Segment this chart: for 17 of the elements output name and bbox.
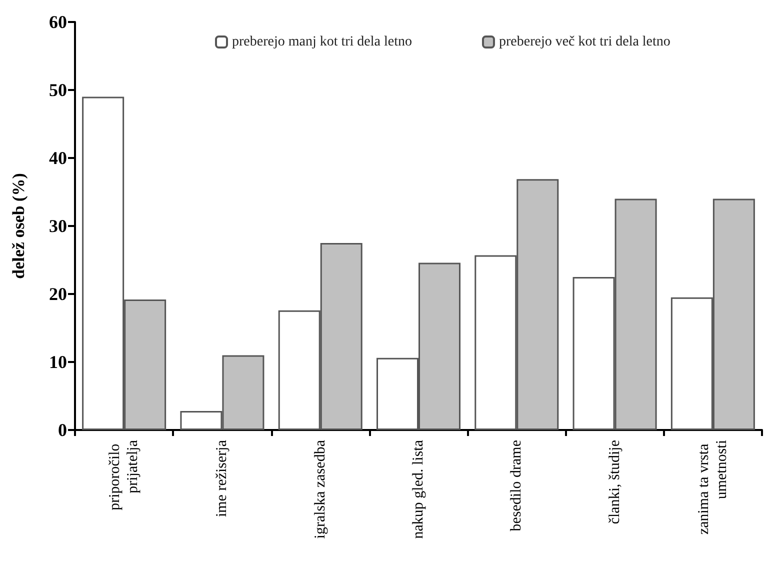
y-tick-label: 60 <box>49 12 67 32</box>
x-tick-label: igralska zasedba <box>312 440 328 539</box>
x-tick-label: nakup gled. lista <box>410 440 426 539</box>
y-tick-label: 30 <box>49 216 67 236</box>
y-axis-title: delež oseb (%) <box>9 173 28 279</box>
x-tick-label: besedilo drame <box>508 440 525 532</box>
y-tick-label: 0 <box>58 420 67 440</box>
legend-label: preberejo več kot tri dela letno <box>498 34 670 50</box>
x-tick-label: zanima ta vrsta umetnosti <box>696 440 730 535</box>
x-tick-label: članki, študije <box>606 440 623 524</box>
y-tick-label: 20 <box>49 284 67 304</box>
y-tick-label: 40 <box>49 148 67 168</box>
legend-label: preberejo manj kot tri dela letno <box>232 34 412 50</box>
y-tick-label: 10 <box>49 352 67 372</box>
x-tick-label: ime režiserja <box>214 440 230 518</box>
x-tick-label: priporočilo prijatelja <box>107 440 142 510</box>
y-tick-label: 50 <box>49 80 67 100</box>
